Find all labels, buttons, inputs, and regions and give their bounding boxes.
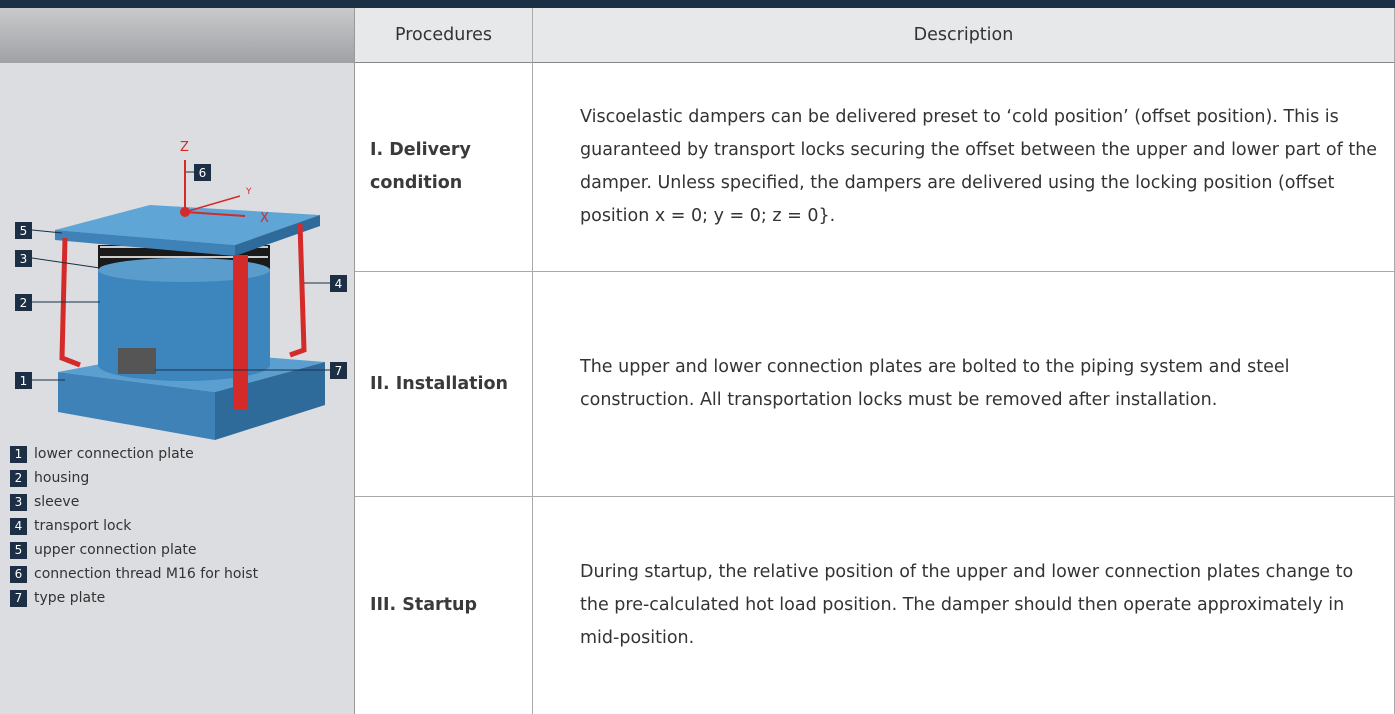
callout: 5 <box>20 224 28 238</box>
legend-text: type plate <box>34 590 106 606</box>
legend-item: 1 lower connection plate <box>10 442 258 466</box>
legend-text: housing <box>34 470 90 486</box>
legend-item: 7 type plate <box>10 586 258 610</box>
header-cell: Description <box>533 8 1395 63</box>
legend-number: 2 <box>10 469 27 487</box>
callout: 6 <box>199 166 207 180</box>
callout: 7 <box>335 364 343 378</box>
legend-text: connection thread M16 for hoist <box>34 566 259 582</box>
legend-text: transport lock <box>34 518 132 534</box>
damper-illustration: Z X Y 5 3 2 1 4 7 6 <box>15 140 347 440</box>
axis-label: Y <box>245 187 252 197</box>
procedure: II. Installation <box>355 272 533 497</box>
axis-label: X <box>260 211 269 226</box>
legend-text: sleeve <box>34 494 80 510</box>
procedure: I. Delivery condition <box>355 63 533 272</box>
axis-label: Z <box>180 140 189 155</box>
legend-item: 2 housing <box>10 466 258 490</box>
legend-number: 5 <box>10 541 27 559</box>
callout: 3 <box>20 252 28 266</box>
legend: 1 lower connection plate 2 housing 3 sleeve… <box>10 442 258 610</box>
legend-item: 5 upper connection plate <box>10 538 258 562</box>
callout: 4 <box>335 277 343 291</box>
legend-number: 3 <box>10 493 27 511</box>
description: Viscoelastic dampers can be delivered pr… <box>533 63 1395 272</box>
top-bar <box>0 0 1395 8</box>
legend-text: lower connection plate <box>34 446 194 462</box>
procedure: III. Startup <box>355 497 533 714</box>
description: The upper and lower connection plates ar… <box>533 272 1395 497</box>
legend-number: 1 <box>10 445 27 463</box>
header-cell: Procedures <box>355 8 533 63</box>
left-header <box>0 8 354 63</box>
legend-text: upper connection plate <box>34 542 197 558</box>
legend-item: 4 transport lock <box>10 514 258 538</box>
legend-item: 6 connection thread M16 for hoist <box>10 562 258 586</box>
legend-number: 4 <box>10 517 27 535</box>
legend-item: 3 sleeve <box>10 490 258 514</box>
callout: 1 <box>20 374 28 388</box>
legend-number: 7 <box>10 589 27 607</box>
callout: 2 <box>20 296 28 310</box>
description: During startup, the relative position of… <box>533 497 1395 714</box>
legend-number: 6 <box>10 565 27 583</box>
